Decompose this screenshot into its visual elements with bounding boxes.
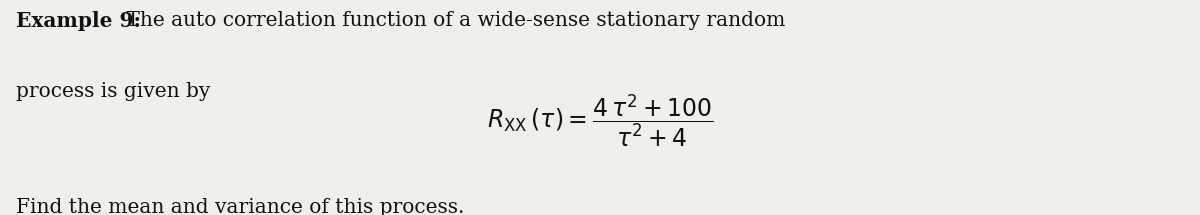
Text: The auto correlation function of a wide-sense stationary random: The auto correlation function of a wide-… — [120, 11, 785, 30]
Text: Find the mean and variance of this process.: Find the mean and variance of this proce… — [16, 198, 464, 215]
Text: Example 9:: Example 9: — [16, 11, 140, 31]
Text: process is given by: process is given by — [16, 82, 210, 101]
Text: $R_{\mathrm{XX}}\,(\tau) = \dfrac{4\,\tau^{2} + 100}{\tau^{2} + 4}$: $R_{\mathrm{XX}}\,(\tau) = \dfrac{4\,\ta… — [486, 92, 714, 149]
